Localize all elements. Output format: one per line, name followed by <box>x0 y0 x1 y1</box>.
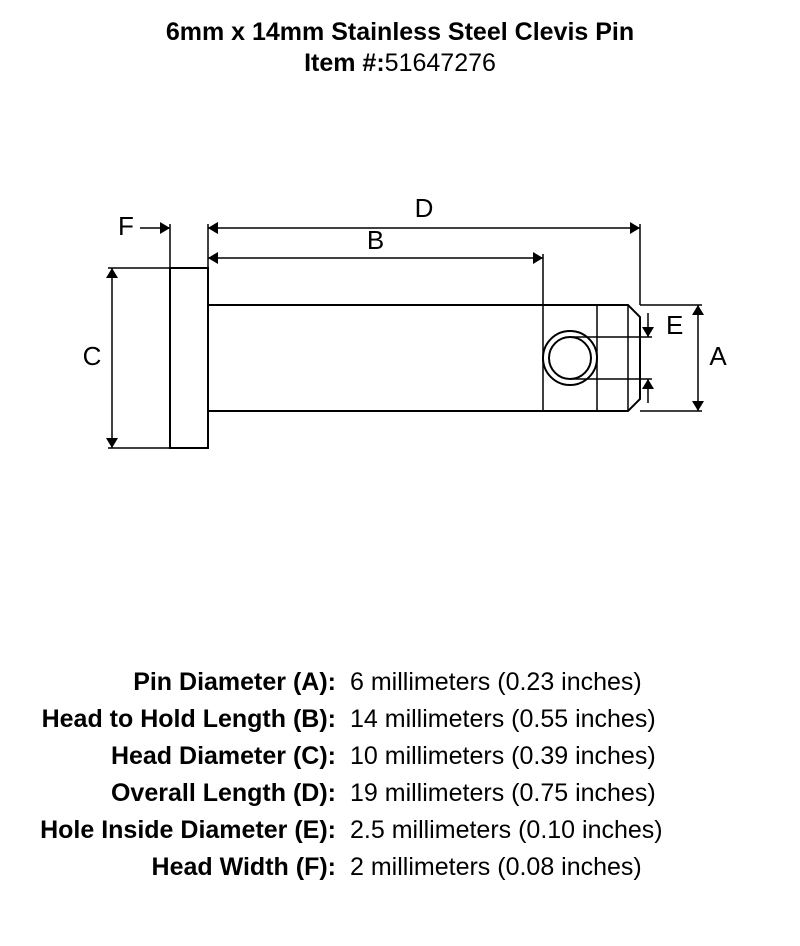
spec-row: Overall Length (D):19 millimeters (0.75 … <box>20 779 800 808</box>
spec-value: 6 millimeters (0.23 inches) <box>350 668 642 697</box>
spec-value: 10 millimeters (0.39 inches) <box>350 742 656 771</box>
svg-text:A: A <box>709 341 727 371</box>
spec-label: Head Diameter (C): <box>20 742 350 771</box>
item-number: 51647276 <box>385 49 496 77</box>
spec-row: Hole Inside Diameter (E):2.5 millimeters… <box>20 816 800 845</box>
spec-label: Head Width (F): <box>20 853 350 882</box>
specifications-table: Pin Diameter (A):6 millimeters (0.23 inc… <box>0 668 800 882</box>
spec-value: 14 millimeters (0.55 inches) <box>350 705 656 734</box>
spec-label: Head to Hold Length (B): <box>20 705 350 734</box>
spec-value: 2 millimeters (0.08 inches) <box>350 853 642 882</box>
svg-text:E: E <box>666 310 683 340</box>
spec-label: Hole Inside Diameter (E): <box>20 816 350 845</box>
spec-label: Pin Diameter (A): <box>20 668 350 697</box>
svg-text:C: C <box>83 341 102 371</box>
header: 6mm x 14mm Stainless Steel Clevis Pin It… <box>0 0 800 78</box>
spec-row: Pin Diameter (A):6 millimeters (0.23 inc… <box>20 668 800 697</box>
svg-text:B: B <box>367 225 384 255</box>
product-title: 6mm x 14mm Stainless Steel Clevis Pin <box>0 18 800 47</box>
spec-row: Head Width (F):2 millimeters (0.08 inche… <box>20 853 800 882</box>
spec-value: 19 millimeters (0.75 inches) <box>350 779 656 808</box>
svg-text:D: D <box>415 193 434 223</box>
technical-diagram: F D B C AE <box>0 178 800 558</box>
spec-value: 2.5 millimeters (0.10 inches) <box>350 816 663 845</box>
clevis-pin-drawing: F D B C AE <box>0 178 800 558</box>
item-label: Item #: <box>304 49 385 77</box>
spec-row: Head to Hold Length (B):14 millimeters (… <box>20 705 800 734</box>
spec-label: Overall Length (D): <box>20 779 350 808</box>
svg-text:F: F <box>118 211 134 241</box>
item-line: Item #:51647276 <box>0 49 800 78</box>
spec-row: Head Diameter (C):10 millimeters (0.39 i… <box>20 742 800 771</box>
